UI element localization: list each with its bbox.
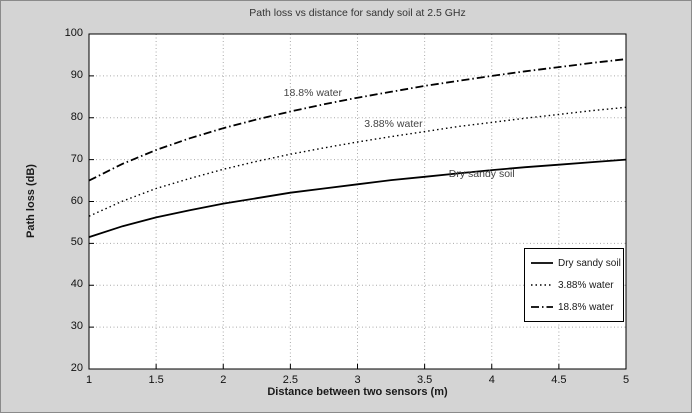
annotation-3-88-water: 3.88% water: [364, 118, 423, 131]
y-tick-label: 80: [70, 110, 83, 123]
x-tick-label: 2: [220, 374, 227, 386]
x-tick-label: 3: [354, 374, 361, 386]
legend-label: 18.8% water: [558, 301, 614, 313]
x-axis-label: Distance between two sensors (m): [267, 386, 448, 398]
series-line-2: [88, 58, 627, 182]
annotation-dry-sandy-soil: Dry sandy soil: [448, 168, 515, 181]
x-tick-label: 1.5: [148, 374, 164, 386]
x-tick-label: 2.5: [282, 374, 299, 386]
legend-line-dotted-icon: [531, 284, 553, 286]
legend-item: Dry sandy soil: [530, 257, 621, 269]
x-tick-label: 4: [488, 374, 495, 386]
y-tick-label: 50: [70, 236, 83, 249]
legend-label: Dry sandy soil: [558, 257, 621, 269]
legend-label: 3.88% water: [558, 279, 614, 291]
legend: Dry sandy soil 3.88% water 18.8% water: [524, 248, 624, 322]
y-tick-label: 60: [70, 194, 83, 207]
legend-line-solid-icon: [531, 262, 553, 264]
legend-item: 3.88% water: [530, 280, 618, 291]
y-tick-label: 20: [70, 362, 83, 374]
y-tick-label: 100: [64, 27, 83, 39]
x-tick-label: 4.5: [551, 374, 567, 386]
y-tick-label: 40: [70, 278, 83, 291]
y-tick-label: 70: [70, 152, 83, 165]
y-tick-label: 90: [70, 68, 83, 81]
legend-line-dashdot-icon: [531, 306, 553, 308]
x-tick-label: 3.5: [416, 374, 433, 386]
chart-title: Path loss vs distance for sandy soil at …: [249, 7, 466, 19]
series-line-1: [88, 106, 627, 217]
series-line-0: [88, 158, 627, 238]
legend-item: 18.8% water: [530, 302, 618, 313]
x-tick-label: 5: [622, 374, 630, 386]
y-tick-label: 30: [70, 320, 83, 333]
annotation-18-8-water: 18.8% water: [283, 86, 343, 99]
x-tick-label: 1: [85, 374, 93, 386]
